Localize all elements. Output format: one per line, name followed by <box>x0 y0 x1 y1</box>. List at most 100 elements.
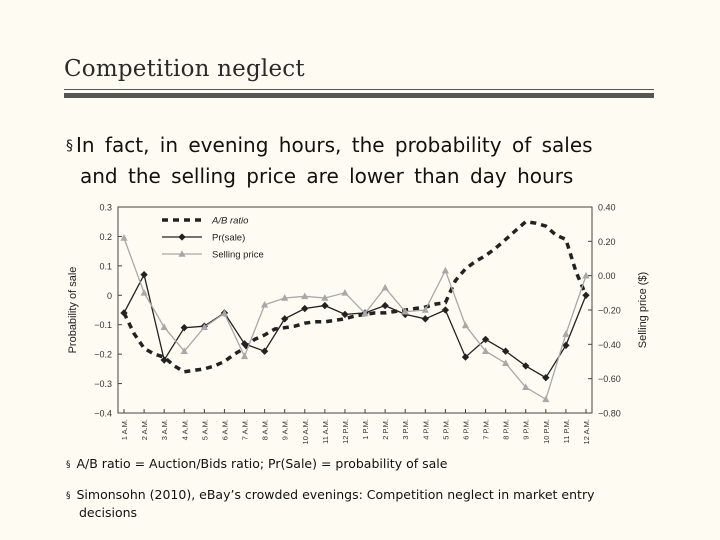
data-point <box>361 309 369 317</box>
y-tick-label: −0.3 <box>94 379 112 389</box>
x-tick-label: 2 A.M. <box>140 419 149 440</box>
note-bullet-2: § Simonsohn (2010), eBay’s crowded evenin… <box>66 487 594 521</box>
data-point <box>160 356 168 364</box>
data-point <box>562 330 570 337</box>
x-tick-label: 7 A.M. <box>241 419 250 440</box>
x-tick-label: 9 P.M. <box>522 419 531 440</box>
data-point <box>341 310 349 319</box>
note-1-text: A/B ratio = Auction/Bids ratio; Pr(Sale)… <box>76 456 448 471</box>
data-point <box>441 266 449 274</box>
legend-label: Pr(sale) <box>212 233 245 244</box>
x-tick-label: 4 A.M. <box>180 419 189 440</box>
data-point <box>381 283 389 291</box>
x-tick-label: 6 A.M. <box>220 419 229 440</box>
bullet-square-icon: § <box>66 460 71 470</box>
y2-tick-label: −0.80 <box>598 409 621 419</box>
series-line-2 <box>123 237 587 401</box>
y2-tick-label: 0.20 <box>598 237 616 247</box>
data-point <box>180 347 188 354</box>
y2-tick-label: −0.60 <box>598 374 621 384</box>
data-point <box>240 352 249 360</box>
data-point <box>461 321 470 329</box>
x-tick-label: 12 P.M. <box>341 419 350 444</box>
data-point <box>582 291 590 299</box>
main-bullet-text: In fact, in evening hours, the probabili… <box>76 133 593 157</box>
x-tick-label: 3 A.M. <box>160 419 169 440</box>
y-tick-label: 0.3 <box>99 203 112 213</box>
data-point <box>301 292 309 300</box>
data-point <box>582 271 590 279</box>
x-tick-label: 1 A.M. <box>120 419 129 440</box>
y2-tick-label: −0.20 <box>598 306 621 316</box>
legend-marker <box>178 250 186 257</box>
data-point <box>321 301 329 310</box>
data-point <box>401 307 409 315</box>
bullet-square-icon: § <box>66 491 71 501</box>
data-point <box>260 347 269 355</box>
legend-label: A/B ratio <box>211 216 248 227</box>
x-tick-label: 7 P.M. <box>482 419 491 440</box>
data-point <box>200 323 208 330</box>
note-bullet-1: § A/B ratio = Auction/Bids ratio; Pr(Sale… <box>66 456 447 474</box>
data-point <box>281 315 289 323</box>
data-point <box>441 306 450 314</box>
y2-tick-label: −0.40 <box>598 340 621 350</box>
data-point <box>240 340 249 348</box>
data-point <box>281 294 289 301</box>
legend-label: Selling price <box>212 250 264 261</box>
y-tick-label: 0.1 <box>99 261 112 271</box>
data-point <box>341 289 349 296</box>
bullet-square-icon: § <box>66 138 73 154</box>
data-point <box>120 309 128 317</box>
data-point <box>421 306 429 313</box>
data-point <box>140 289 148 296</box>
x-tick-label: 10 P.M. <box>542 419 551 444</box>
series-line-1 <box>123 272 587 379</box>
title-rule-thick <box>64 93 654 98</box>
data-point <box>502 359 510 367</box>
data-point <box>381 301 389 310</box>
data-point <box>461 353 470 361</box>
x-tick-label: 11 A.M. <box>321 419 330 444</box>
data-point <box>140 271 148 279</box>
x-tick-label: 10 A.M. <box>301 419 310 444</box>
data-point <box>220 309 229 317</box>
x-tick-label: 9 A.M. <box>281 419 290 440</box>
y-tick-label: 0 <box>107 291 112 301</box>
legend-marker <box>178 233 186 241</box>
y-tick-label: −0.4 <box>94 409 112 419</box>
data-point <box>321 294 329 301</box>
x-tick-label: 8 P.M. <box>502 419 511 440</box>
x-tick-label: 5 P.M. <box>441 419 450 440</box>
slide-title: Competition neglect <box>64 56 305 82</box>
title-rule-thin <box>64 89 654 90</box>
data-point <box>481 347 490 354</box>
main-bullet: § In fact, in evening hours, the probabil… <box>66 131 656 190</box>
x-tick-label: 3 P.M. <box>401 419 410 440</box>
data-point <box>522 383 530 391</box>
y2-tick-label: 0.40 <box>598 203 616 213</box>
data-point <box>160 323 168 330</box>
data-point <box>501 347 510 355</box>
data-point <box>421 315 429 323</box>
x-tick-label: 1 P.M. <box>361 419 370 440</box>
x-tick-label: 2 P.M. <box>381 419 390 440</box>
y-tick-label: 0.2 <box>99 232 112 242</box>
x-tick-label: 6 P.M. <box>461 419 470 440</box>
data-point <box>120 234 128 241</box>
data-point <box>542 395 550 403</box>
main-bullet-text-cont: and the selling price are lower than day… <box>80 164 574 188</box>
y-tick-label: −0.2 <box>94 350 112 360</box>
note-2-text-cont: decisions <box>79 505 138 520</box>
x-tick-label: 5 A.M. <box>200 419 209 440</box>
x-tick-label: 12 A.M. <box>582 419 591 444</box>
data-point <box>301 304 309 313</box>
data-point <box>542 374 550 382</box>
data-point <box>522 362 530 370</box>
data-point <box>180 323 188 332</box>
data-point <box>481 335 490 344</box>
note-2-text: Simonsohn (2010), eBay’s crowded evening… <box>76 487 595 502</box>
y2-tick-label: 0.00 <box>598 271 616 281</box>
